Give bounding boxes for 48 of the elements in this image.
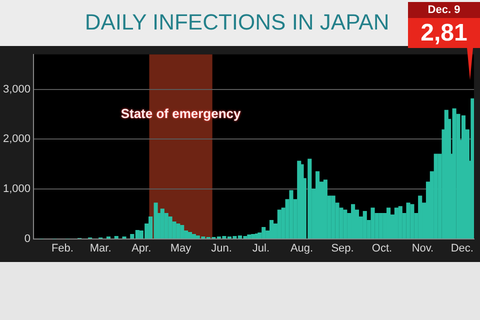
bar [418, 196, 422, 239]
bar [262, 227, 266, 239]
x-tick-label: May [170, 242, 192, 254]
bar [160, 208, 164, 239]
text: Dec. 9 [428, 4, 460, 16]
bar [247, 234, 252, 239]
bar [168, 216, 172, 239]
bar [122, 236, 126, 239]
bar [176, 224, 180, 239]
x-tick-label: Jun. [211, 242, 232, 254]
bar [114, 236, 118, 239]
bar [434, 154, 438, 239]
bar [106, 236, 111, 239]
x-tick-label: Oct. [372, 242, 392, 254]
x-tick-label: Feb. [51, 242, 74, 254]
bar [188, 232, 192, 239]
bar [394, 208, 398, 239]
bar [269, 220, 274, 239]
bar [323, 180, 328, 239]
bar [343, 210, 348, 239]
bar [351, 204, 356, 239]
x-tick-label: Jul. [252, 242, 270, 254]
y-tick-label: 2,000 [2, 133, 31, 146]
bar [289, 190, 294, 239]
text: 2,81 [420, 20, 468, 47]
bar [362, 211, 367, 239]
y-tick-label: 0 [24, 232, 31, 245]
x-tick-label: Sep. [331, 242, 354, 254]
bar [370, 208, 375, 239]
bar [410, 204, 414, 239]
bar [378, 213, 383, 239]
x-tick-label: Mar. [90, 242, 112, 254]
x-tick-label: Aug. [290, 242, 314, 254]
bar [277, 210, 282, 239]
x-tick-label: Nov. [412, 242, 434, 254]
x-tick-label: Apr. [132, 242, 152, 254]
y-tick-label: 3,000 [2, 83, 31, 96]
bar [398, 206, 402, 239]
bar [192, 234, 196, 239]
bar [251, 234, 256, 239]
x-tick-label: Dec. [450, 242, 474, 254]
band-label: State of emergency [120, 106, 242, 121]
y-tick-label: 1,000 [2, 182, 31, 195]
bar [386, 208, 391, 239]
chart-title: DAILY INFECTIONS IN JAPAN [84, 9, 390, 34]
bar [180, 225, 184, 239]
bar [316, 171, 320, 239]
bar [406, 202, 410, 239]
